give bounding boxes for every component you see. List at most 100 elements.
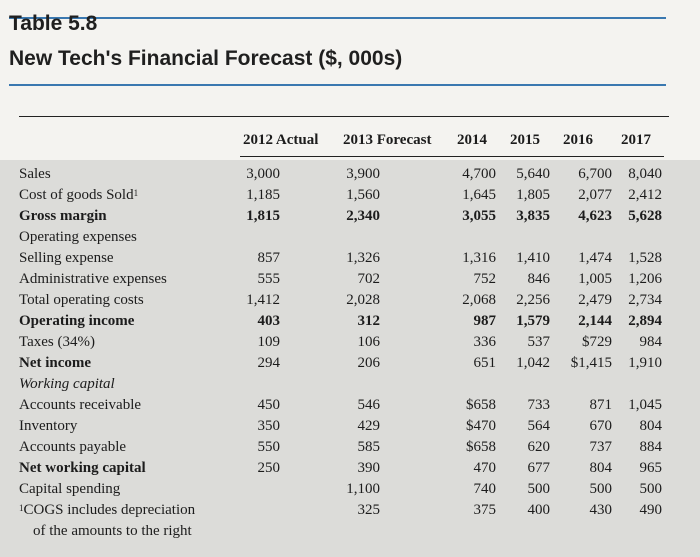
cell <box>448 374 496 395</box>
cell: 3,900 <box>346 166 380 182</box>
row-label-operating-expenses: Operating expenses <box>19 229 137 245</box>
row-label-footnote: 1COGS includes depreciation <box>19 502 196 518</box>
column-2012: 3,000 1,185 1,815 857 555 1,412 403 109 … <box>232 164 280 479</box>
cell: 325 <box>357 502 381 518</box>
cell: 804 <box>639 418 663 434</box>
cell: 4,623 <box>578 208 612 224</box>
cell: 585 <box>357 439 381 455</box>
row-label-net-income: Net income <box>19 355 92 371</box>
cell: 1,474 <box>578 250 612 266</box>
cell: 670 <box>589 418 613 434</box>
cell: 733 <box>527 397 551 413</box>
cell: 1,045 <box>628 397 662 413</box>
row-label-total-operating-costs: Total operating costs <box>19 292 144 308</box>
cell: 312 <box>357 313 381 329</box>
cell: 2,894 <box>628 313 662 329</box>
row-labels: Sales Cost of goods Sold1 Gross margin O… <box>19 164 195 542</box>
cell: 846 <box>527 271 551 287</box>
row-label-cogs: Cost of goods Sold1 <box>19 187 139 203</box>
cell: 555 <box>257 271 281 287</box>
cell: 884 <box>639 439 663 455</box>
cell: 8,040 <box>628 166 662 182</box>
cell: 1,206 <box>628 271 662 287</box>
cell: 1,528 <box>628 250 662 266</box>
table-body-panel <box>0 160 700 557</box>
row-label-net-working-capital: Net working capital <box>19 460 146 476</box>
cell: 1,805 <box>516 187 550 203</box>
cell: 987 <box>473 313 497 329</box>
cell: 1,185 <box>246 187 280 203</box>
row-label-inventory: Inventory <box>19 418 78 434</box>
row-label-sales: Sales <box>19 166 51 182</box>
col-header-2016: 2016 <box>563 132 593 148</box>
cell: 1,100 <box>346 481 380 497</box>
cell <box>614 227 662 248</box>
cell: 5,640 <box>516 166 550 182</box>
cell <box>232 374 280 395</box>
table-number: Table 5.8 <box>9 12 98 35</box>
cell: 106 <box>357 334 381 350</box>
cell: $658 <box>466 439 496 455</box>
row-label-working-capital: Working capital <box>19 376 115 392</box>
cell: 1,410 <box>516 250 550 266</box>
cell: 375 <box>473 502 497 518</box>
cell: 537 <box>527 334 551 350</box>
cell: 1,645 <box>462 187 496 203</box>
cell: $729 <box>582 334 612 350</box>
cell: 1,910 <box>628 355 662 371</box>
cell: 3,055 <box>462 208 496 224</box>
cell: 1,042 <box>516 355 550 371</box>
header-rule-top <box>9 17 666 19</box>
cell: 2,479 <box>578 292 612 308</box>
cell <box>502 227 550 248</box>
cell: 857 <box>257 250 281 266</box>
cell: 740 <box>473 481 497 497</box>
cell: 206 <box>357 355 381 371</box>
column-2014: 4,700 1,645 3,055 1,316 752 2,068 987 33… <box>448 164 496 521</box>
row-label-capital-spending: Capital spending <box>19 481 121 497</box>
col-header-2015: 2015 <box>510 132 540 148</box>
cell: 336 <box>473 334 497 350</box>
cell <box>330 227 380 248</box>
cell <box>560 374 612 395</box>
cell: 677 <box>527 460 551 476</box>
cell: 737 <box>589 439 613 455</box>
column-2016: 6,700 2,077 4,623 1,474 1,005 2,479 2,14… <box>560 164 612 521</box>
cell: 490 <box>639 502 663 518</box>
row-label-selling-expense: Selling expense <box>19 250 114 266</box>
row-label-taxes: Taxes (34%) <box>19 334 96 350</box>
cell: 550 <box>257 439 281 455</box>
cell: 1,316 <box>462 250 496 266</box>
cell: 429 <box>357 418 381 434</box>
cell: 2,068 <box>462 292 496 308</box>
cell: 5,628 <box>628 208 662 224</box>
column-header-rule <box>240 156 664 157</box>
cell: 1,005 <box>578 271 612 287</box>
cell <box>560 227 612 248</box>
cell: 2,144 <box>578 313 612 329</box>
cell: 564 <box>527 418 551 434</box>
cell: 6,700 <box>578 166 612 182</box>
footnote-marker: 1 <box>133 188 139 198</box>
col-header-2013: 2013 Forecast <box>343 132 432 148</box>
cell: 1,815 <box>246 208 280 224</box>
col-header-2017: 2017 <box>621 132 651 148</box>
cell <box>232 227 280 248</box>
cell: 702 <box>357 271 381 287</box>
cell: 871 <box>589 397 613 413</box>
cell: 350 <box>257 418 281 434</box>
cell: 2,340 <box>346 208 380 224</box>
cell: 109 <box>257 334 281 350</box>
column-2013: 3,900 1,560 2,340 1,326 702 2,028 312 10… <box>330 164 380 521</box>
cell: 1,560 <box>346 187 380 203</box>
cell: 620 <box>527 439 551 455</box>
column-2015: 5,640 1,805 3,835 1,410 846 2,256 1,579 … <box>502 164 550 521</box>
cell: 2,412 <box>628 187 662 203</box>
cell: 1,326 <box>346 250 380 266</box>
row-label-gross-margin: Gross margin <box>19 208 107 224</box>
cell: 294 <box>257 355 281 371</box>
header-rule-bottom <box>9 84 666 86</box>
cell: 1,579 <box>516 313 550 329</box>
cell: 2,734 <box>628 292 662 308</box>
cell: $470 <box>466 418 496 434</box>
